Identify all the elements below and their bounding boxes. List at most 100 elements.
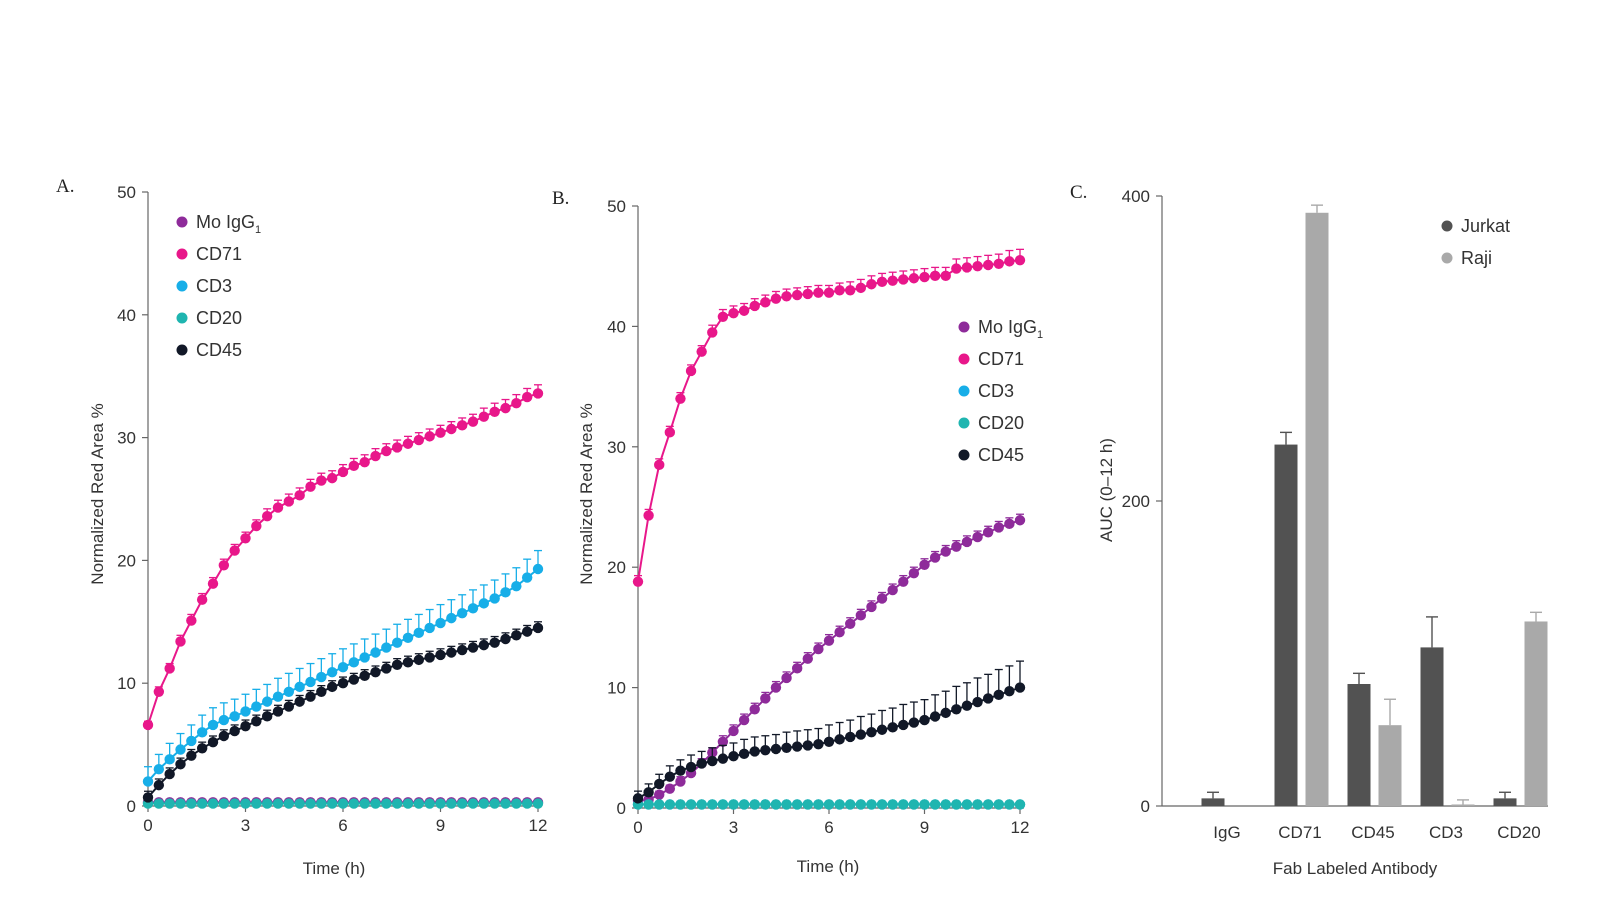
data-point [446,647,457,658]
bar [1420,647,1444,806]
data-point [446,612,457,624]
legend-marker [176,344,188,356]
bar-group-jurkat-igg [1201,791,1225,806]
data-point [972,531,983,543]
y-tick-label: 10 [607,679,626,698]
bar [1347,684,1371,806]
data-point [664,783,676,794]
data-point [898,799,909,810]
panel-b-x-axis-title: Time (h) [797,857,860,876]
data-point [919,559,930,570]
legend-item-mo-igg: Mo IgG1 [176,212,261,236]
data-point [1014,799,1026,810]
data-point [391,637,403,648]
data-point [337,662,349,673]
data-point [770,293,782,304]
data-point [929,552,941,563]
data-point [908,799,920,810]
data-point [348,460,360,472]
data-point [229,545,240,556]
data-point [696,346,707,357]
data-point [940,799,951,810]
data-point [717,799,729,810]
data-point [972,261,983,272]
data-point [866,279,877,290]
data-point [424,431,435,442]
panel-c-y-axis-title: AUC (0–12 h) [1097,438,1116,542]
legend-item-cd20: CD20 [958,413,1024,433]
data-point [717,311,729,322]
data-point [186,735,197,747]
data-point [305,691,316,702]
data-point [728,307,739,319]
data-point [919,271,930,283]
data-point [770,799,782,810]
data-point [500,633,511,645]
data-point [521,798,533,809]
data-point [153,798,165,809]
data-point [142,776,154,787]
legend-item-cd71: CD71 [176,244,242,264]
data-point [951,704,962,715]
data-point [348,798,360,809]
data-point [664,799,676,810]
data-point [643,510,654,521]
series-cd3 [142,549,544,787]
legend-label: CD71 [196,244,242,264]
data-point [993,689,1004,701]
data-point [823,635,835,646]
data-point [781,742,792,753]
data-point [791,663,803,674]
data-point [413,798,425,809]
x-tick-label: 9 [436,816,445,835]
data-point [521,626,533,637]
data-point [675,393,686,404]
data-point [898,274,909,285]
data-point [643,787,654,798]
y-tick-label: 10 [117,674,136,693]
data-point [186,750,197,761]
y-tick-label: 50 [117,183,136,202]
legend-marker [1441,252,1453,264]
data-point [834,627,845,638]
data-point [207,798,219,809]
data-point [813,643,824,655]
legend-label: CD3 [196,276,232,296]
data-point [424,798,435,809]
data-point [413,654,425,666]
data-point [532,563,544,575]
data-point [738,305,750,316]
data-point [272,798,284,809]
data-point [348,657,360,668]
legend-marker [958,385,970,397]
data-point [500,587,511,598]
data-point [359,456,370,468]
data-point [749,704,760,715]
data-point [685,761,697,773]
data-point [456,608,468,619]
data-point [478,598,490,609]
data-point [337,466,349,478]
data-point [435,427,446,438]
bar-group-jurkat-cd45 [1347,672,1371,806]
x-tick-label: 0 [633,818,642,837]
x-tick-label: 3 [241,816,250,835]
legend-label: CD3 [978,381,1014,401]
data-point [294,681,305,693]
data-point [413,434,425,446]
data-point [521,572,533,583]
data-point [908,717,920,728]
data-point [348,674,360,685]
y-tick-label: 200 [1122,492,1150,511]
legend-marker [1441,220,1453,232]
legend-label-text: Mo IgG [196,212,255,232]
y-tick-label: 20 [607,558,626,577]
data-point [229,798,240,809]
y-tick-label: 0 [127,797,136,816]
legend-label: CD45 [978,445,1024,465]
data-point [1014,515,1026,526]
data-point [813,799,824,810]
data-point [283,686,295,697]
data-point [402,438,414,449]
legend-label-text: CD71 [978,349,1024,369]
